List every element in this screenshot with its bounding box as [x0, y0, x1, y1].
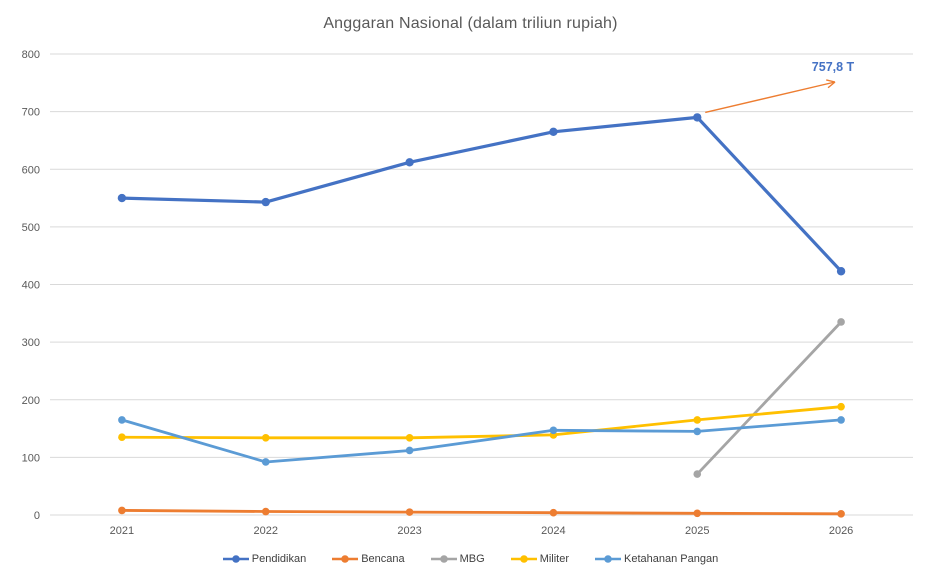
- series-line-militer: [120, 405, 843, 440]
- data-point: [117, 193, 127, 203]
- series-line-pendidikan: [120, 115, 843, 273]
- legend-marker-icon: [222, 555, 249, 563]
- data-point: [693, 416, 702, 424]
- legend-item-ketahanan-pangan: Ketahanan Pangan: [595, 553, 718, 565]
- data-point: [405, 433, 414, 442]
- legend-item-bencana: Bencana: [332, 553, 405, 565]
- x-tick-label: 2025: [685, 525, 709, 537]
- annotation-arrowhead: [826, 79, 836, 83]
- legend-label: MBG: [459, 553, 485, 565]
- legend-item-pendidikan: Pendidikan: [222, 553, 307, 565]
- chart-legend: Pendidikan Bencana MBG Militer Ketahanan Pan…: [0, 549, 941, 569]
- data-point: [549, 508, 558, 517]
- y-tick-label: 300: [22, 337, 40, 349]
- y-tick-label: 700: [22, 107, 40, 119]
- data-point: [549, 127, 558, 136]
- legend-dot: [231, 555, 240, 563]
- legend-label: Militer: [539, 553, 570, 565]
- data-point: [118, 506, 126, 515]
- data-point: [405, 158, 414, 167]
- data-point: [261, 458, 270, 466]
- legend-marker-icon: [430, 555, 457, 563]
- x-tick-label: 2023: [397, 525, 421, 537]
- legend-label: Bencana: [361, 553, 405, 565]
- legend-dot: [341, 555, 349, 563]
- series-line-ketahanan-pangan: [120, 418, 843, 464]
- x-tick-label: 2021: [110, 525, 134, 537]
- legend-dot: [519, 555, 528, 563]
- legend-item-mbg: MBG: [430, 553, 485, 565]
- annotation-label: 757,8 T: [812, 60, 855, 74]
- data-point: [118, 433, 126, 442]
- y-tick-label: 600: [22, 164, 40, 176]
- data-point: [549, 426, 558, 435]
- y-tick-label: 0: [34, 510, 40, 522]
- chart-title: Anggaran Nasional (dalam triliun rupiah): [323, 15, 618, 32]
- legend-dot: [439, 555, 448, 563]
- series-line-bencana: [120, 509, 843, 516]
- data-point: [836, 267, 846, 276]
- annotation-arrow: [705, 81, 836, 114]
- legend-marker-icon: [510, 555, 537, 563]
- legend-label: Pendidikan: [251, 553, 307, 565]
- data-point: [261, 507, 270, 516]
- legend-label: Ketahanan Pangan: [624, 553, 719, 565]
- data-point: [693, 113, 702, 122]
- annotation-arrowhead: [827, 81, 836, 89]
- data-point: [837, 402, 845, 411]
- legend-item-militer: Militer: [510, 553, 570, 565]
- data-point: [837, 318, 845, 326]
- data-point: [118, 416, 126, 424]
- data-point: [693, 427, 702, 436]
- data-point: [837, 416, 845, 424]
- data-point: [405, 508, 414, 516]
- y-tick-label: 800: [22, 49, 40, 61]
- legend-marker-icon: [332, 555, 359, 563]
- x-tick-label: 2024: [541, 525, 565, 537]
- legend-dot: [604, 555, 612, 563]
- y-tick-label: 400: [22, 280, 40, 292]
- series-line-mbg: [695, 320, 843, 476]
- y-tick-label: 100: [22, 452, 40, 464]
- data-point: [693, 509, 702, 518]
- data-point: [837, 510, 845, 518]
- data-point: [261, 197, 270, 207]
- x-tick-label: 2022: [254, 525, 278, 537]
- data-point: [693, 470, 702, 478]
- legend-marker-icon: [595, 555, 622, 563]
- x-tick-label: 2026: [829, 525, 853, 537]
- data-point: [405, 446, 414, 455]
- y-tick-label: 500: [22, 222, 40, 234]
- data-point: [261, 433, 270, 442]
- y-tick-label: 200: [22, 395, 40, 407]
